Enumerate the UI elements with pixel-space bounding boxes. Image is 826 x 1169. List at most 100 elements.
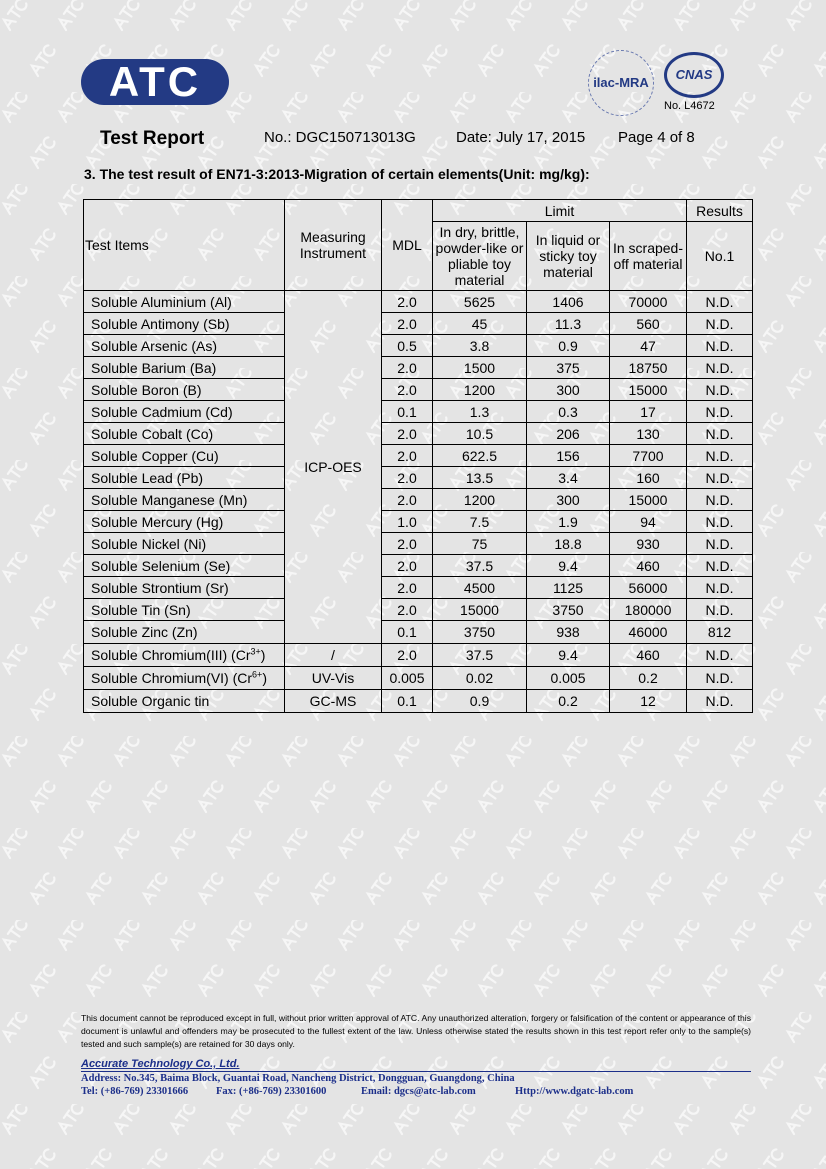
header-limit: Limit [432, 199, 687, 222]
dry-cell: 4500 [432, 576, 527, 599]
mdl-cell: 2.0 [381, 598, 433, 621]
liquid-cell: 18.8 [526, 532, 610, 555]
mdl-cell: 2.0 [381, 290, 433, 313]
company-name: Accurate Technology Co., Ltd. [81, 1058, 751, 1072]
table-row: Soluble Arsenic (As) 0.5 3.8 0.9 47 N.D. [83, 334, 753, 357]
table-row: Soluble Cadmium (Cd) 0.1 1.3 0.3 17 N.D. [83, 400, 753, 423]
mdl-cell: 2.0 [381, 532, 433, 555]
section-title: 3. The test result of EN71-3:2013-Migrat… [84, 166, 590, 182]
table-row: Soluble Chromium(III) (Cr3+)/2.0 37.5 9.4 4… [83, 643, 753, 667]
table-row: Soluble Selenium (Se) 2.0 37.5 9.4 460 N.D. [83, 554, 753, 577]
test-item: Soluble Selenium (Se) [83, 554, 285, 577]
ilac-mra-logo: ilac-MRA [588, 50, 654, 116]
liquid-cell: 938 [526, 620, 610, 644]
scraped-cell: 0.2 [609, 666, 687, 690]
liquid-cell: 1.9 [526, 510, 610, 533]
test-item: Soluble Lead (Pb) [83, 466, 285, 489]
website: Http://www.dgatc-lab.com [515, 1086, 634, 1097]
scraped-cell: 46000 [609, 620, 687, 644]
liquid-cell: 9.4 [526, 554, 610, 577]
test-item: Soluble Barium (Ba) [83, 356, 285, 379]
table-row: Soluble Nickel (Ni) 2.0 75 18.8 930 N.D. [83, 532, 753, 555]
dry-cell: 10.5 [432, 422, 527, 445]
cnas-number: No. L4672 [664, 100, 715, 112]
instrument-cell: / [284, 643, 382, 667]
table-row: Soluble Antimony (Sb) 2.0 45 11.3 560 N.D. [83, 312, 753, 335]
dry-cell: 13.5 [432, 466, 527, 489]
results-table: Test Items Measuring Instrument MDL Limi… [83, 199, 753, 713]
result-cell: N.D. [686, 510, 753, 533]
test-item: Soluble Chromium(VI) (Cr6+) [83, 666, 285, 690]
disclaimer: This document cannot be reproduced excep… [81, 1013, 751, 1049]
table-row: Soluble Strontium (Sr) 2.0 4500 1125 56000 N.… [83, 576, 753, 599]
dry-cell: 1200 [432, 378, 527, 401]
result-cell: N.D. [686, 488, 753, 511]
mdl-cell: 2.0 [381, 488, 433, 511]
mdl-cell: 2.0 [381, 466, 433, 489]
tel: Tel: (+86-769) 23301666 [81, 1086, 189, 1097]
liquid-cell: 1406 [526, 290, 610, 313]
result-cell: N.D. [686, 400, 753, 423]
result-cell: N.D. [686, 378, 753, 401]
result-cell: N.D. [686, 444, 753, 467]
table-row: Soluble Organic tin GC-MS 0.1 0.9 0.2 12 N.D. [83, 689, 753, 713]
dry-cell: 3750 [432, 620, 527, 644]
scraped-cell: 94 [609, 510, 687, 533]
test-item: Soluble Cobalt (Co) [83, 422, 285, 445]
liquid-cell: 375 [526, 356, 610, 379]
result-cell: N.D. [686, 422, 753, 445]
scraped-cell: 70000 [609, 290, 687, 313]
table-row: Soluble Zinc (Zn) 0.1 3750 938 46000 812 [83, 620, 753, 644]
table-row: Soluble Tin (Sn) 2.0 15000 3750 180000 N.D. [83, 598, 753, 621]
result-cell: N.D. [686, 554, 753, 577]
liquid-cell: 3750 [526, 598, 610, 621]
test-item: Soluble Chromium(III) (Cr3+) [83, 643, 285, 667]
dry-cell: 7.5 [432, 510, 527, 533]
table-row: Soluble Lead (Pb) 2.0 13.5 3.4 160 N.D. [83, 466, 753, 489]
mdl-cell: 2.0 [381, 643, 433, 667]
liquid-cell: 0.9 [526, 334, 610, 357]
test-item: Soluble Manganese (Mn) [83, 488, 285, 511]
report-date: Date: July 17, 2015 [456, 129, 586, 146]
liquid-cell: 0.005 [526, 666, 610, 690]
dry-cell: 0.9 [432, 689, 527, 713]
instrument-cell: UV-Vis [284, 666, 382, 690]
contact-line: Tel: (+86-769) 23301666 Fax: (+86-769) 2… [81, 1085, 751, 1098]
mdl-cell: 2.0 [381, 576, 433, 599]
dry-cell: 1.3 [432, 400, 527, 423]
test-item: Soluble Antimony (Sb) [83, 312, 285, 335]
dry-cell: 15000 [432, 598, 527, 621]
test-item: Soluble Tin (Sn) [83, 598, 285, 621]
test-item: Soluble Arsenic (As) [83, 334, 285, 357]
footer: This document cannot be reproduced excep… [81, 1012, 751, 1098]
scraped-cell: 17 [609, 400, 687, 423]
mdl-cell: 2.0 [381, 356, 433, 379]
instrument-cell: ICP-OES [284, 290, 382, 644]
scraped-cell: 18750 [609, 356, 687, 379]
mdl-cell: 2.0 [381, 422, 433, 445]
report-number: No.: DGC150713013G [264, 129, 416, 146]
item-end: ) [260, 647, 266, 663]
item-name: Soluble Chromium(III) (Cr [91, 647, 251, 663]
table-row: Soluble Cobalt (Co) 2.0 10.5 206 130 N.D. [83, 422, 753, 445]
header-limit-liquid: In liquid or sticky toy material [526, 221, 610, 291]
email: Email: dgcs@atc-lab.com [361, 1086, 476, 1097]
scraped-cell: 180000 [609, 598, 687, 621]
item-name: Soluble Organic tin [91, 693, 210, 709]
scraped-cell: 930 [609, 532, 687, 555]
mdl-cell: 0.005 [381, 666, 433, 690]
liquid-cell: 1125 [526, 576, 610, 599]
scraped-cell: 460 [609, 643, 687, 667]
result-cell: N.D. [686, 290, 753, 313]
scraped-cell: 130 [609, 422, 687, 445]
scraped-cell: 15000 [609, 378, 687, 401]
result-cell: N.D. [686, 312, 753, 335]
scraped-cell: 56000 [609, 576, 687, 599]
item-name: Soluble Chromium(VI) (Cr [91, 670, 253, 686]
test-item: Soluble Organic tin [83, 689, 285, 713]
mdl-cell: 2.0 [381, 312, 433, 335]
page-number: Page 4 of 8 [618, 129, 695, 146]
test-item: Soluble Strontium (Sr) [83, 576, 285, 599]
dry-cell: 5625 [432, 290, 527, 313]
result-cell: N.D. [686, 643, 753, 667]
